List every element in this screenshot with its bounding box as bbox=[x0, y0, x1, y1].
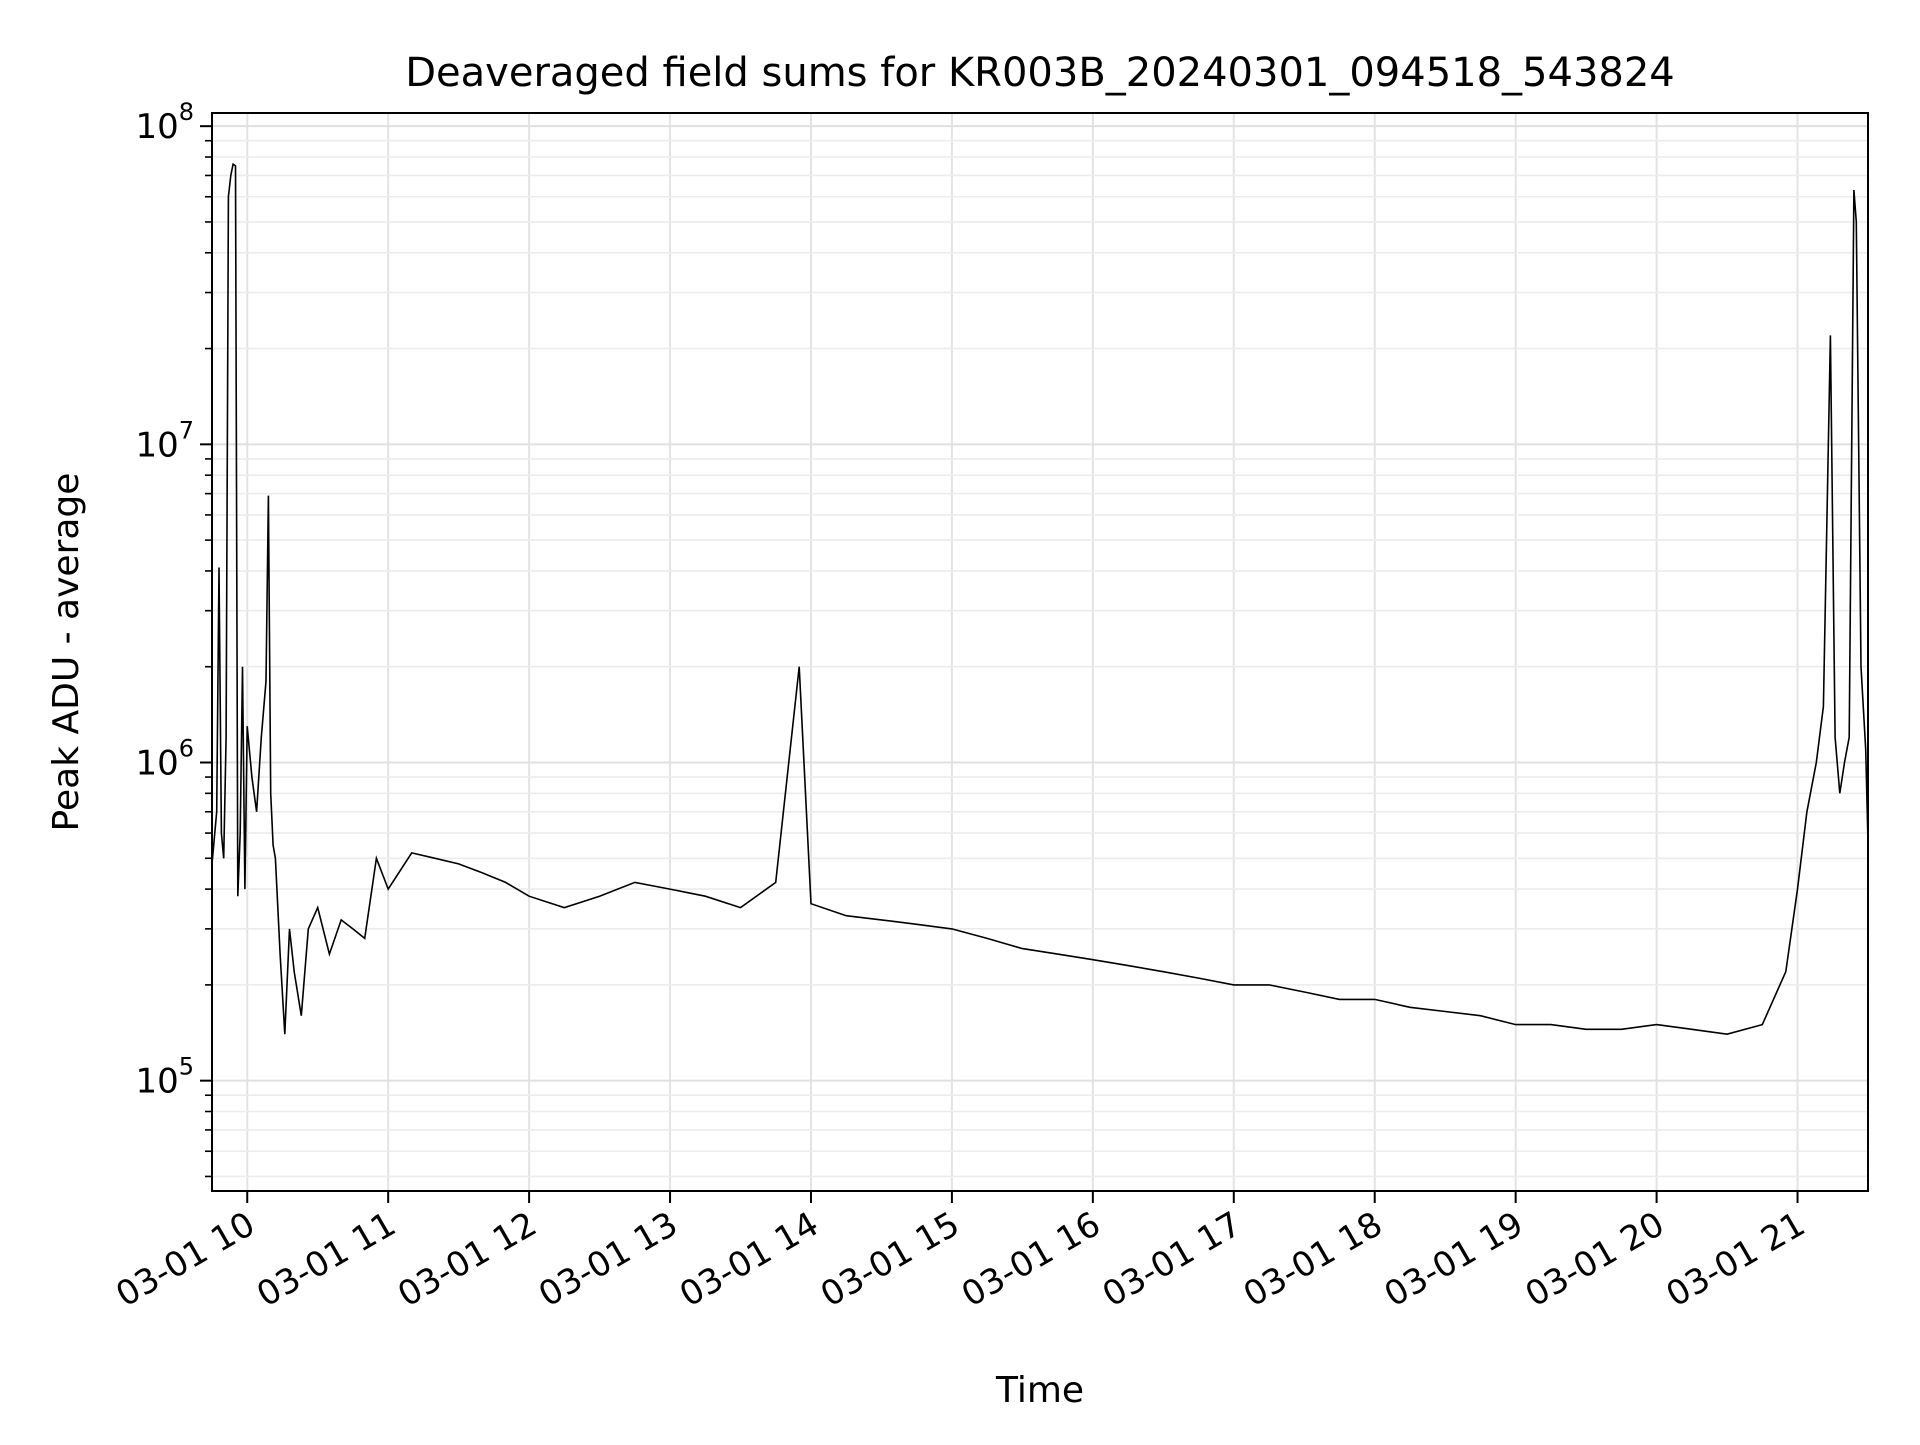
y-tick-base: 10 bbox=[135, 107, 178, 147]
y-tick-exponent: 7 bbox=[179, 416, 194, 444]
y-tick-label: 106 bbox=[135, 734, 194, 783]
y-tick-label: 105 bbox=[135, 1053, 194, 1102]
series-layer bbox=[211, 162, 1869, 1036]
plot-frame bbox=[211, 112, 1869, 1192]
y-tick-exponent: 8 bbox=[179, 98, 194, 126]
y-tick-exponent: 6 bbox=[179, 734, 194, 762]
y-tick-base: 10 bbox=[135, 1062, 178, 1102]
series-line bbox=[211, 162, 1869, 1036]
y-tick-label: 107 bbox=[135, 416, 194, 465]
x-axis-label: Time bbox=[995, 1370, 1084, 1411]
y-tick-base: 10 bbox=[135, 743, 178, 783]
y-tick-label: 108 bbox=[135, 98, 194, 147]
y-axis-label: Peak ADU - average bbox=[46, 473, 87, 832]
chart-title: Deaveraged field sums for KR003B_2024030… bbox=[405, 50, 1675, 96]
y-tick-base: 10 bbox=[135, 425, 178, 465]
y-tick-exponent: 5 bbox=[179, 1053, 194, 1081]
grid-lines bbox=[212, 113, 1868, 1191]
